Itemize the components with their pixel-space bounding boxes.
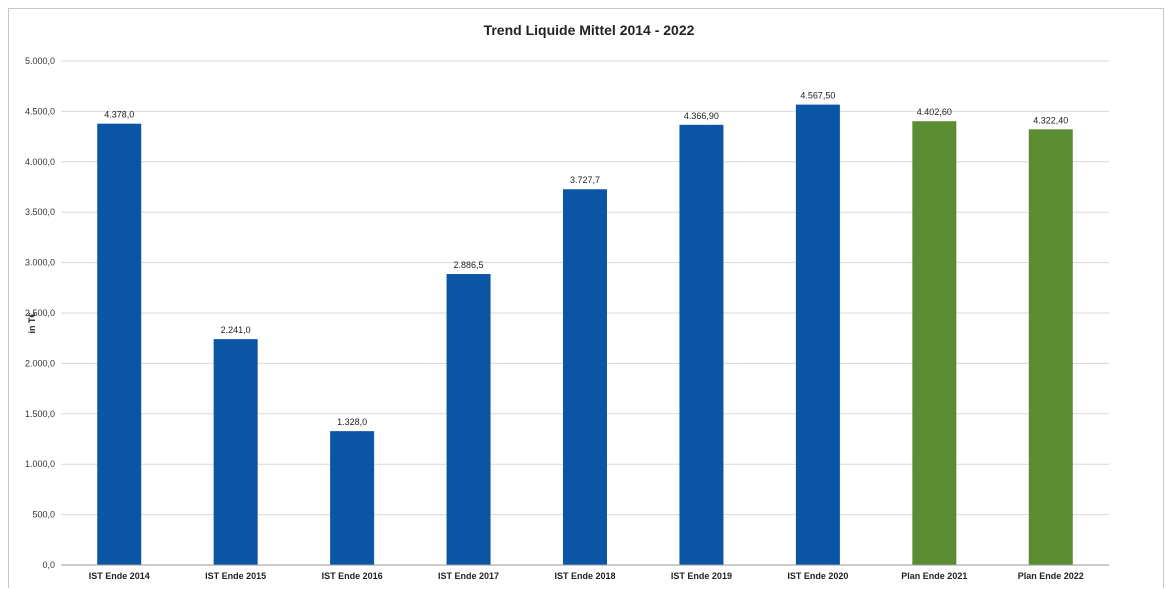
bar: [330, 431, 375, 565]
bar: [912, 121, 957, 565]
data-label: 4.378,0: [104, 110, 134, 120]
y-tick-label: 0,0: [42, 560, 55, 570]
y-tick-label: 4.000,0: [25, 157, 55, 167]
data-label: 4.567,50: [800, 91, 835, 101]
x-tick-label: Plan Ende 2021: [901, 571, 967, 581]
bar: [563, 189, 607, 565]
y-tick-label: 1.000,0: [25, 459, 55, 469]
chart-title: Trend Liquide Mittel 2014 - 2022: [484, 22, 695, 38]
data-label: 1.328,0: [337, 417, 367, 427]
y-axis-label: in T€: [27, 312, 37, 333]
y-tick-label: 2.500,0: [25, 308, 55, 318]
data-label: 4.402,60: [917, 107, 952, 117]
bars: [97, 104, 1073, 566]
data-label: 4.366,90: [684, 111, 719, 121]
y-tick-label: 1.500,0: [25, 409, 55, 419]
x-tick-label: IST Ende 2020: [787, 571, 848, 581]
bar: [795, 104, 840, 565]
bar: [446, 274, 491, 565]
y-tick-label: 2.000,0: [25, 358, 55, 368]
x-tick-label: IST Ende 2017: [438, 571, 499, 581]
data-label: 3.727,7: [570, 175, 600, 185]
data-label: 2.886,5: [454, 260, 484, 270]
x-tick-label: Plan Ende 2022: [1018, 571, 1084, 581]
bar: [679, 124, 724, 566]
x-axis-ticks: IST Ende 2014 IST Ende 2015 IST Ende 2016 I…: [89, 571, 1084, 581]
y-tick-label: 3.500,0: [25, 207, 55, 217]
data-label: 4.322,40: [1033, 115, 1068, 125]
x-tick-label: IST Ende 2015: [205, 571, 266, 581]
bar: [1028, 129, 1073, 566]
x-tick-label: IST Ende 2016: [322, 571, 383, 581]
y-tick-label: 3.000,0: [25, 258, 55, 268]
data-label: 2.241,0: [221, 325, 251, 335]
y-axis-ticks: 0,0 500,0 1.000,0 1.500,0 2.000,0 2.500,0 3.00…: [25, 56, 55, 570]
y-tick-label: 4.500,0: [25, 106, 55, 116]
bar: [97, 123, 142, 565]
x-tick-label: IST Ende 2018: [554, 571, 615, 581]
x-tick-label: IST Ende 2019: [671, 571, 732, 581]
x-tick-label: IST Ende 2014: [89, 571, 150, 581]
y-tick-label: 500,0: [32, 510, 55, 520]
chart-frame: Trend Liquide Mittel 2014 - 2022 in T€ 0…: [8, 8, 1164, 588]
bar: [213, 339, 258, 565]
data-labels: 4.378,0 2.241,0 1.328,0 2.886,5 3.727,7 4.366…: [104, 91, 1068, 428]
bar-chart: Trend Liquide Mittel 2014 - 2022 in T€ 0…: [25, 22, 1109, 581]
y-tick-label: 5.000,0: [25, 56, 55, 66]
